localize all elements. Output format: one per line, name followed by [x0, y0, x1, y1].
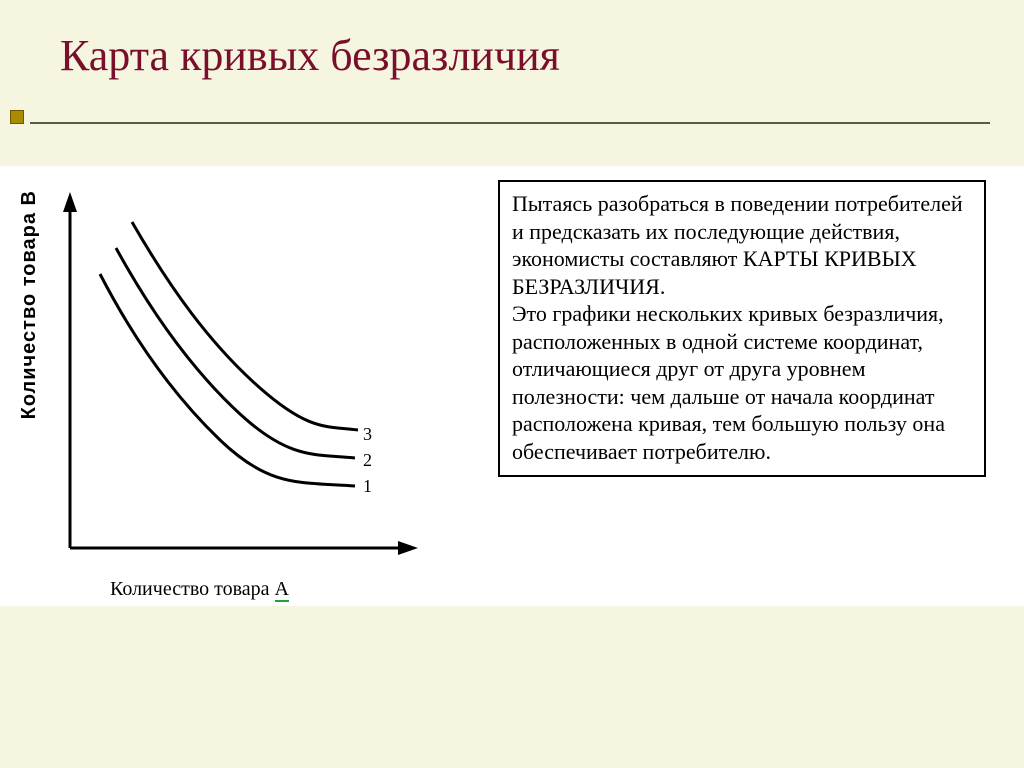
- curve-label-2: 2: [363, 450, 372, 471]
- description-p2: Это графики нескольких кривых безразличи…: [512, 300, 972, 465]
- x-axis-label: Количество товара А: [110, 578, 289, 601]
- title-rule: [30, 122, 990, 124]
- x-axis-label-letter: А: [275, 578, 289, 602]
- chart-svg: [14, 186, 454, 586]
- slide: Карта кривых безразличия Количество това…: [0, 0, 1024, 768]
- y-axis-label: Количество товара В: [18, 190, 41, 419]
- description-box: Пытаясь разобраться в поведении потребит…: [498, 180, 986, 477]
- title-area: Карта кривых безразличия: [60, 30, 960, 91]
- x-axis-label-prefix: Количество товара: [110, 578, 275, 600]
- description-p1: Пытаясь разобраться в поведении потребит…: [512, 190, 972, 300]
- x-axis-arrow-icon: [398, 541, 418, 555]
- slide-title: Карта кривых безразличия: [60, 30, 960, 81]
- y-axis-arrow-icon: [63, 192, 77, 212]
- bullet-icon: [10, 110, 24, 124]
- curve-label-3: 3: [363, 424, 372, 445]
- curve-2: [116, 248, 355, 458]
- curve-label-1: 1: [363, 476, 372, 497]
- indifference-chart: [14, 186, 454, 586]
